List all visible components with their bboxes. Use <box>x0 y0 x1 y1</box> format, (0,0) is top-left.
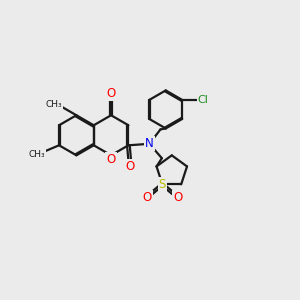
Text: CH₃: CH₃ <box>28 150 45 159</box>
Text: O: O <box>173 191 182 204</box>
Text: O: O <box>125 160 134 173</box>
Text: Cl: Cl <box>198 95 208 105</box>
Text: CH₃: CH₃ <box>45 100 62 109</box>
Text: N: N <box>145 137 154 150</box>
Text: O: O <box>142 191 152 204</box>
Text: O: O <box>106 153 116 166</box>
Text: O: O <box>106 87 116 100</box>
Text: S: S <box>159 178 166 191</box>
